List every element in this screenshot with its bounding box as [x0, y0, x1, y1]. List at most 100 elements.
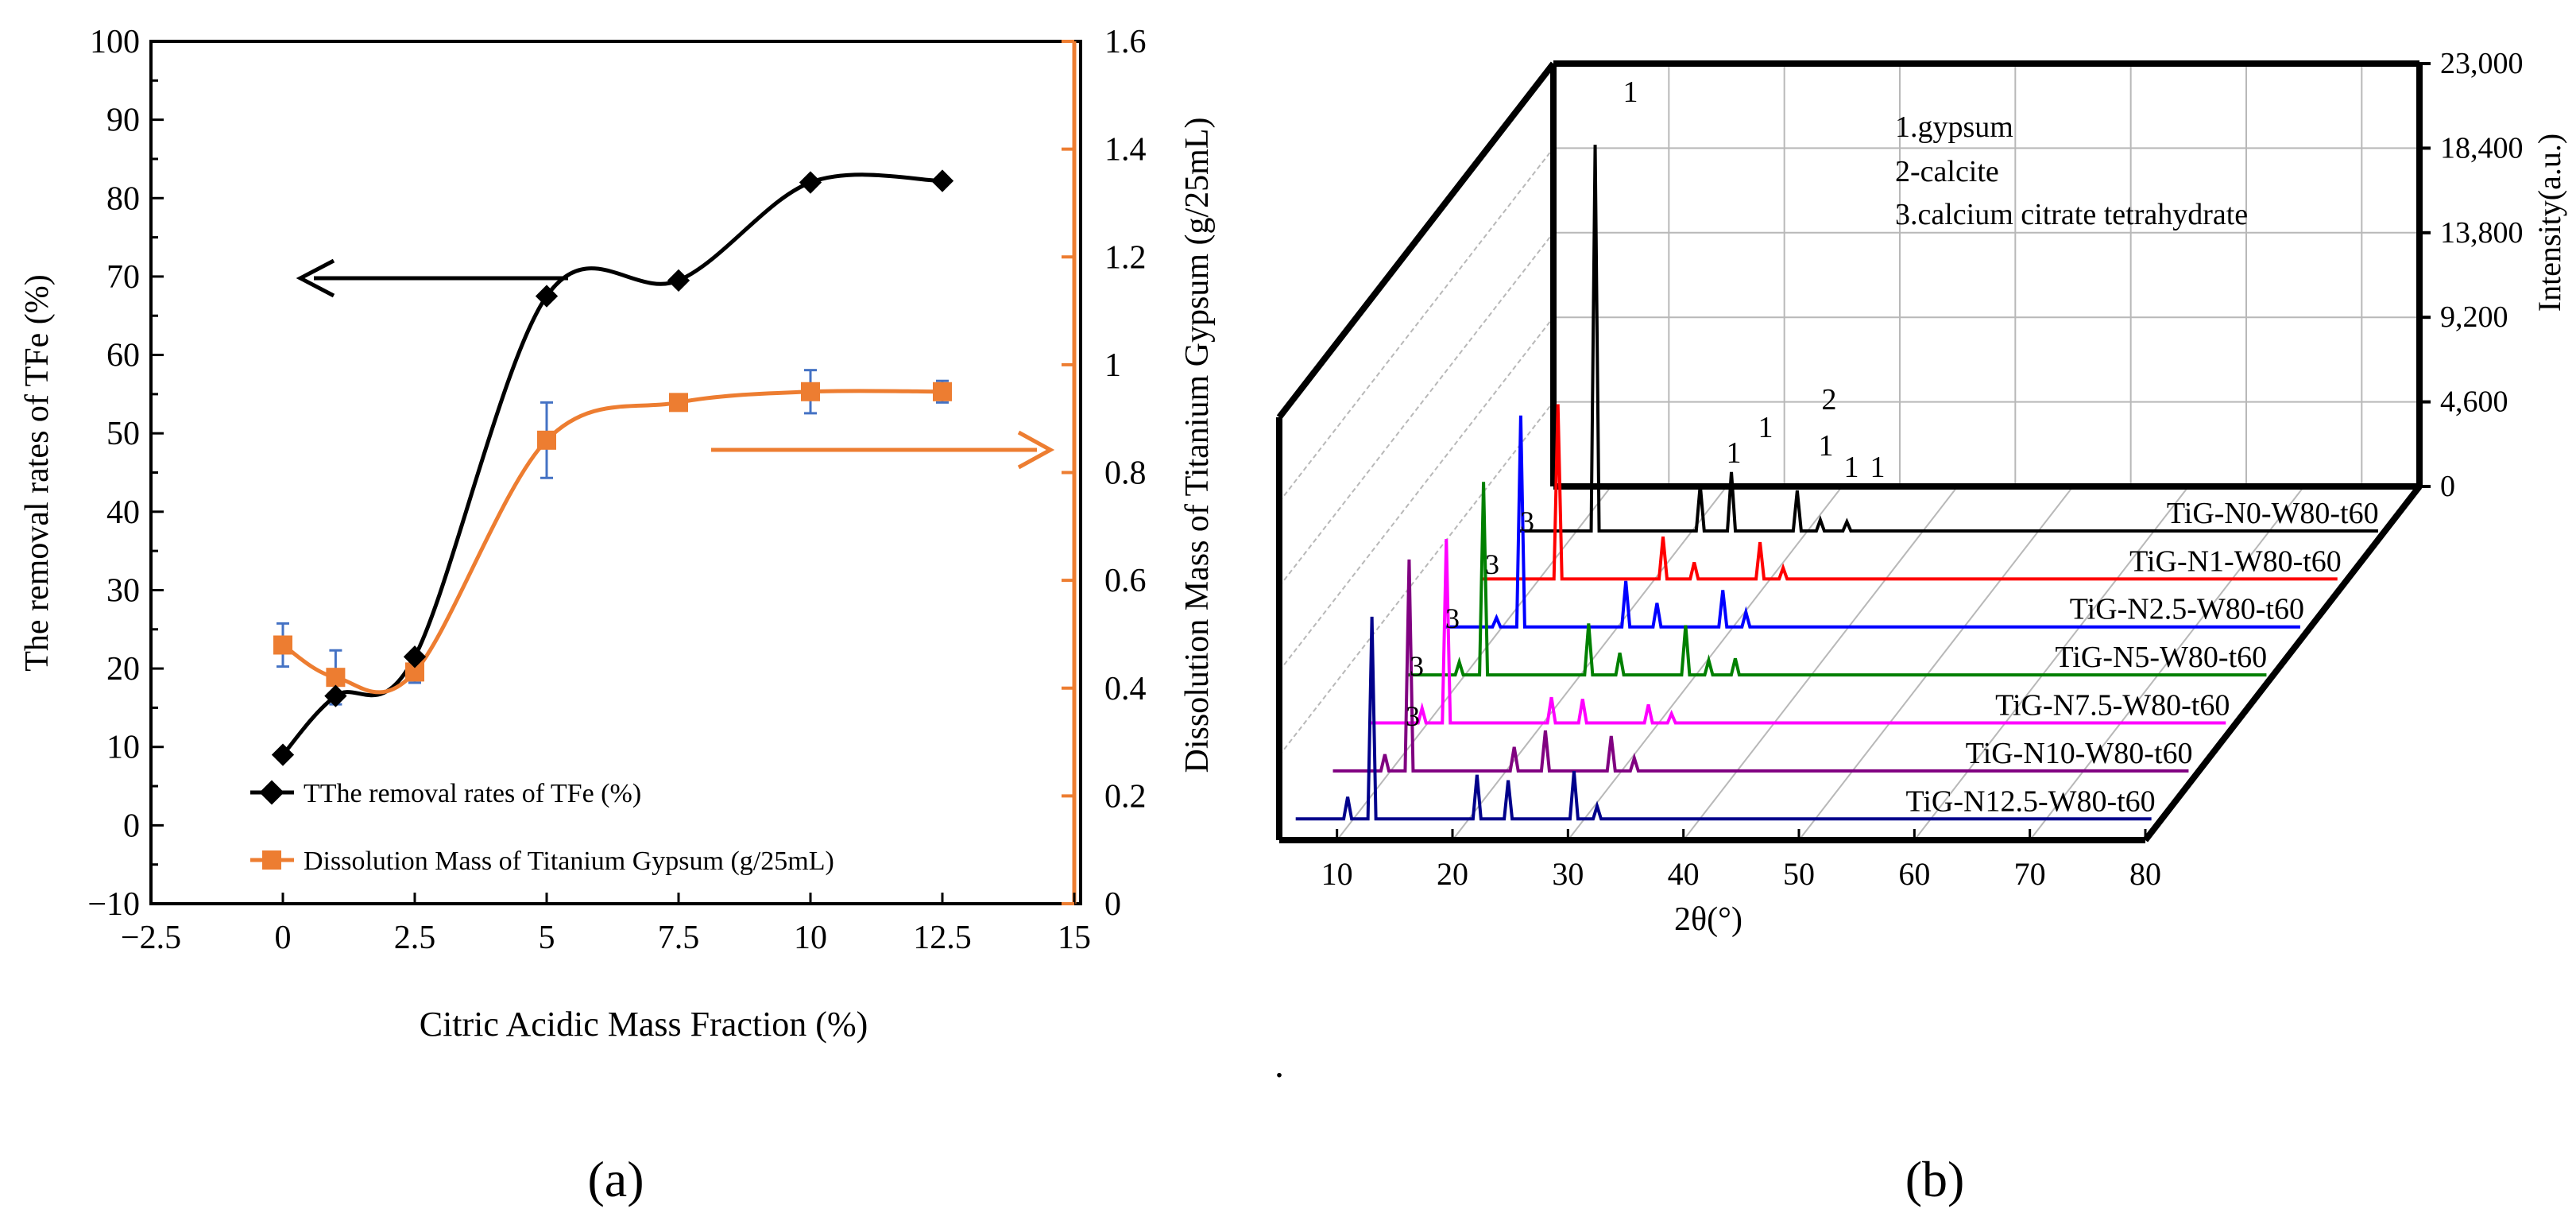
grid-line — [2029, 486, 2305, 841]
peak-label-3: 3 — [1445, 602, 1460, 634]
x-tick-label: −2.5 — [121, 920, 181, 956]
data-point-dissolution — [537, 430, 556, 450]
plot-a-frame — [149, 40, 1082, 905]
legend-label-removal: TThe removal rates of TFe (%) — [304, 779, 641, 808]
panel-b: 0 4,600 9,200 13,800 18,400 23,000 10 20 30 40 50… — [1274, 47, 2567, 1207]
y-tick-label: 20 — [106, 651, 140, 688]
axis-frame — [1276, 61, 1557, 420]
y2-tick-label: 1.4 — [1104, 132, 1147, 169]
xrd-pattern-line — [1407, 482, 2267, 677]
series-dissolution-line — [281, 389, 943, 695]
arrow-left-annotation — [296, 258, 568, 298]
xrd-pattern-line — [1370, 539, 2226, 725]
xrd-pattern-line — [1481, 404, 2338, 581]
data-point-dissolution — [273, 635, 292, 655]
phase-legend-item: 3.calcium citrate tetrahydrate — [1895, 198, 2248, 231]
x-tick-label: 40 — [1668, 856, 1700, 892]
y2-tick-label: 1.6 — [1104, 24, 1147, 60]
series-label: TiG-N10-W80-t60 — [1966, 737, 2193, 770]
peak-label: 1 — [1727, 436, 1742, 470]
x-tick-label: 50 — [1783, 856, 1815, 892]
y-tick-label: 90 — [106, 103, 140, 139]
data-point-removal — [324, 684, 347, 707]
panel-label-b: (b) — [1905, 1151, 1965, 1207]
peak-label: 1 — [1758, 411, 1773, 444]
x-tick-label: 0 — [275, 920, 292, 956]
y-tick-label: 10 — [106, 730, 140, 766]
legend-label-dissolution: Dissolution Mass of Titanium Gypsum (g/2… — [304, 847, 834, 876]
x-tick-label: 2.5 — [394, 920, 436, 956]
series-label: TiG-N2.5-W80-t60 — [2070, 593, 2304, 626]
y2-tick-label: 1.2 — [1104, 239, 1147, 276]
z-tick-label: 4,600 — [2440, 385, 2508, 419]
xrd-pattern-line — [1518, 145, 2378, 533]
x-tick-label: 30 — [1552, 856, 1584, 892]
data-point-removal — [271, 743, 295, 766]
grid-line — [1278, 316, 1554, 672]
peak-label: 1 — [1819, 429, 1834, 463]
arrow-right-annotation — [711, 430, 1055, 470]
grid-line — [1278, 401, 1554, 757]
x-tick-label: 12.5 — [913, 920, 972, 956]
x-tick-label: 80 — [2129, 856, 2161, 892]
y-tick-label: 0 — [123, 808, 140, 844]
grid-line — [1798, 486, 2074, 841]
z-tick-label: 9,200 — [2440, 300, 2508, 334]
phase-legend: 1.gypsum 2-calcite 3.calcium citrate tet… — [1895, 110, 2248, 231]
x-tick-label: 70 — [2014, 856, 2046, 892]
y2-tick-label: 0.6 — [1104, 563, 1147, 599]
z-tick-label: 18,400 — [2440, 131, 2524, 165]
data-point-removal — [667, 269, 690, 292]
z-axis-title-b: Intensity(a.u.) — [2532, 134, 2567, 312]
peak-label: 2 — [1822, 383, 1837, 416]
xrd-pattern-line — [1332, 559, 2189, 773]
phase-legend-item: 2-calcite — [1895, 155, 1999, 188]
panel-a: −2.5 0 2.5 5 7.5 10 12.5 15 −100102030405060708… — [19, 24, 1216, 1207]
peak-label: 1 — [1844, 451, 1859, 484]
x-tick-label: 5 — [539, 920, 555, 956]
x-axis-title-b: 2θ(°) — [1674, 901, 1742, 938]
peak-label-3: 3 — [1520, 506, 1534, 537]
legend-marker-square — [262, 850, 281, 870]
data-point-dissolution — [933, 382, 952, 401]
y-axis-title: The removal rates of TFe (%) — [19, 274, 56, 672]
grid-line — [1278, 232, 1554, 587]
data-point-removal — [799, 171, 822, 194]
z-tick-label: 23,000 — [2440, 47, 2524, 80]
legend-marker-diamond — [259, 780, 284, 805]
peak-label-3: 3 — [1485, 548, 1499, 580]
y2-tick-label: 0.8 — [1104, 455, 1147, 492]
series-label: TiG-N5-W80-t60 — [2055, 641, 2267, 674]
data-point-dissolution — [326, 668, 346, 688]
x-axis-title: Citric Acidic Mass Fraction (%) — [420, 1005, 868, 1044]
x-tick-label: 10 — [794, 920, 827, 956]
grid-line — [1336, 486, 1612, 841]
data-point-removal — [930, 169, 954, 192]
x-tick-label: 15 — [1058, 920, 1091, 956]
y-tick-label: 30 — [106, 572, 140, 609]
xrd-pattern-line — [1295, 616, 2152, 821]
y-tick-label: 60 — [106, 338, 140, 374]
peak-labels: 1 1 1 2 1 1 1 3 3 3 3 3 — [1406, 76, 1886, 732]
grid-line — [1567, 486, 1843, 841]
y-tick-label: 40 — [106, 494, 140, 531]
axis-frame — [2142, 484, 2423, 843]
grid-line — [1913, 486, 2190, 841]
series-label: TiG-N1-W80-t60 — [2129, 544, 2342, 578]
xrd-pattern-line — [1444, 415, 2300, 629]
data-point-dissolution — [801, 382, 820, 401]
series-removal-line — [281, 172, 943, 757]
y2-tick-label: 0.4 — [1104, 671, 1147, 707]
x-tick-label: 20 — [1437, 856, 1468, 892]
stray-dot: . — [1274, 1044, 1284, 1086]
data-point-removal — [535, 285, 559, 308]
peak-label-3: 3 — [1410, 650, 1424, 682]
y-tick-label: 70 — [106, 259, 140, 296]
phase-legend-item: 1.gypsum — [1895, 110, 2013, 144]
y2-tick-label: 0.2 — [1104, 778, 1147, 815]
y-tick-label: 50 — [106, 416, 140, 452]
series-label: TiG-N12.5-W80-t60 — [1905, 785, 2155, 818]
y2-axis-title: Dissolution Mass of Titanium Gypsum (g/2… — [1179, 118, 1216, 773]
grid-line — [1278, 147, 1554, 503]
